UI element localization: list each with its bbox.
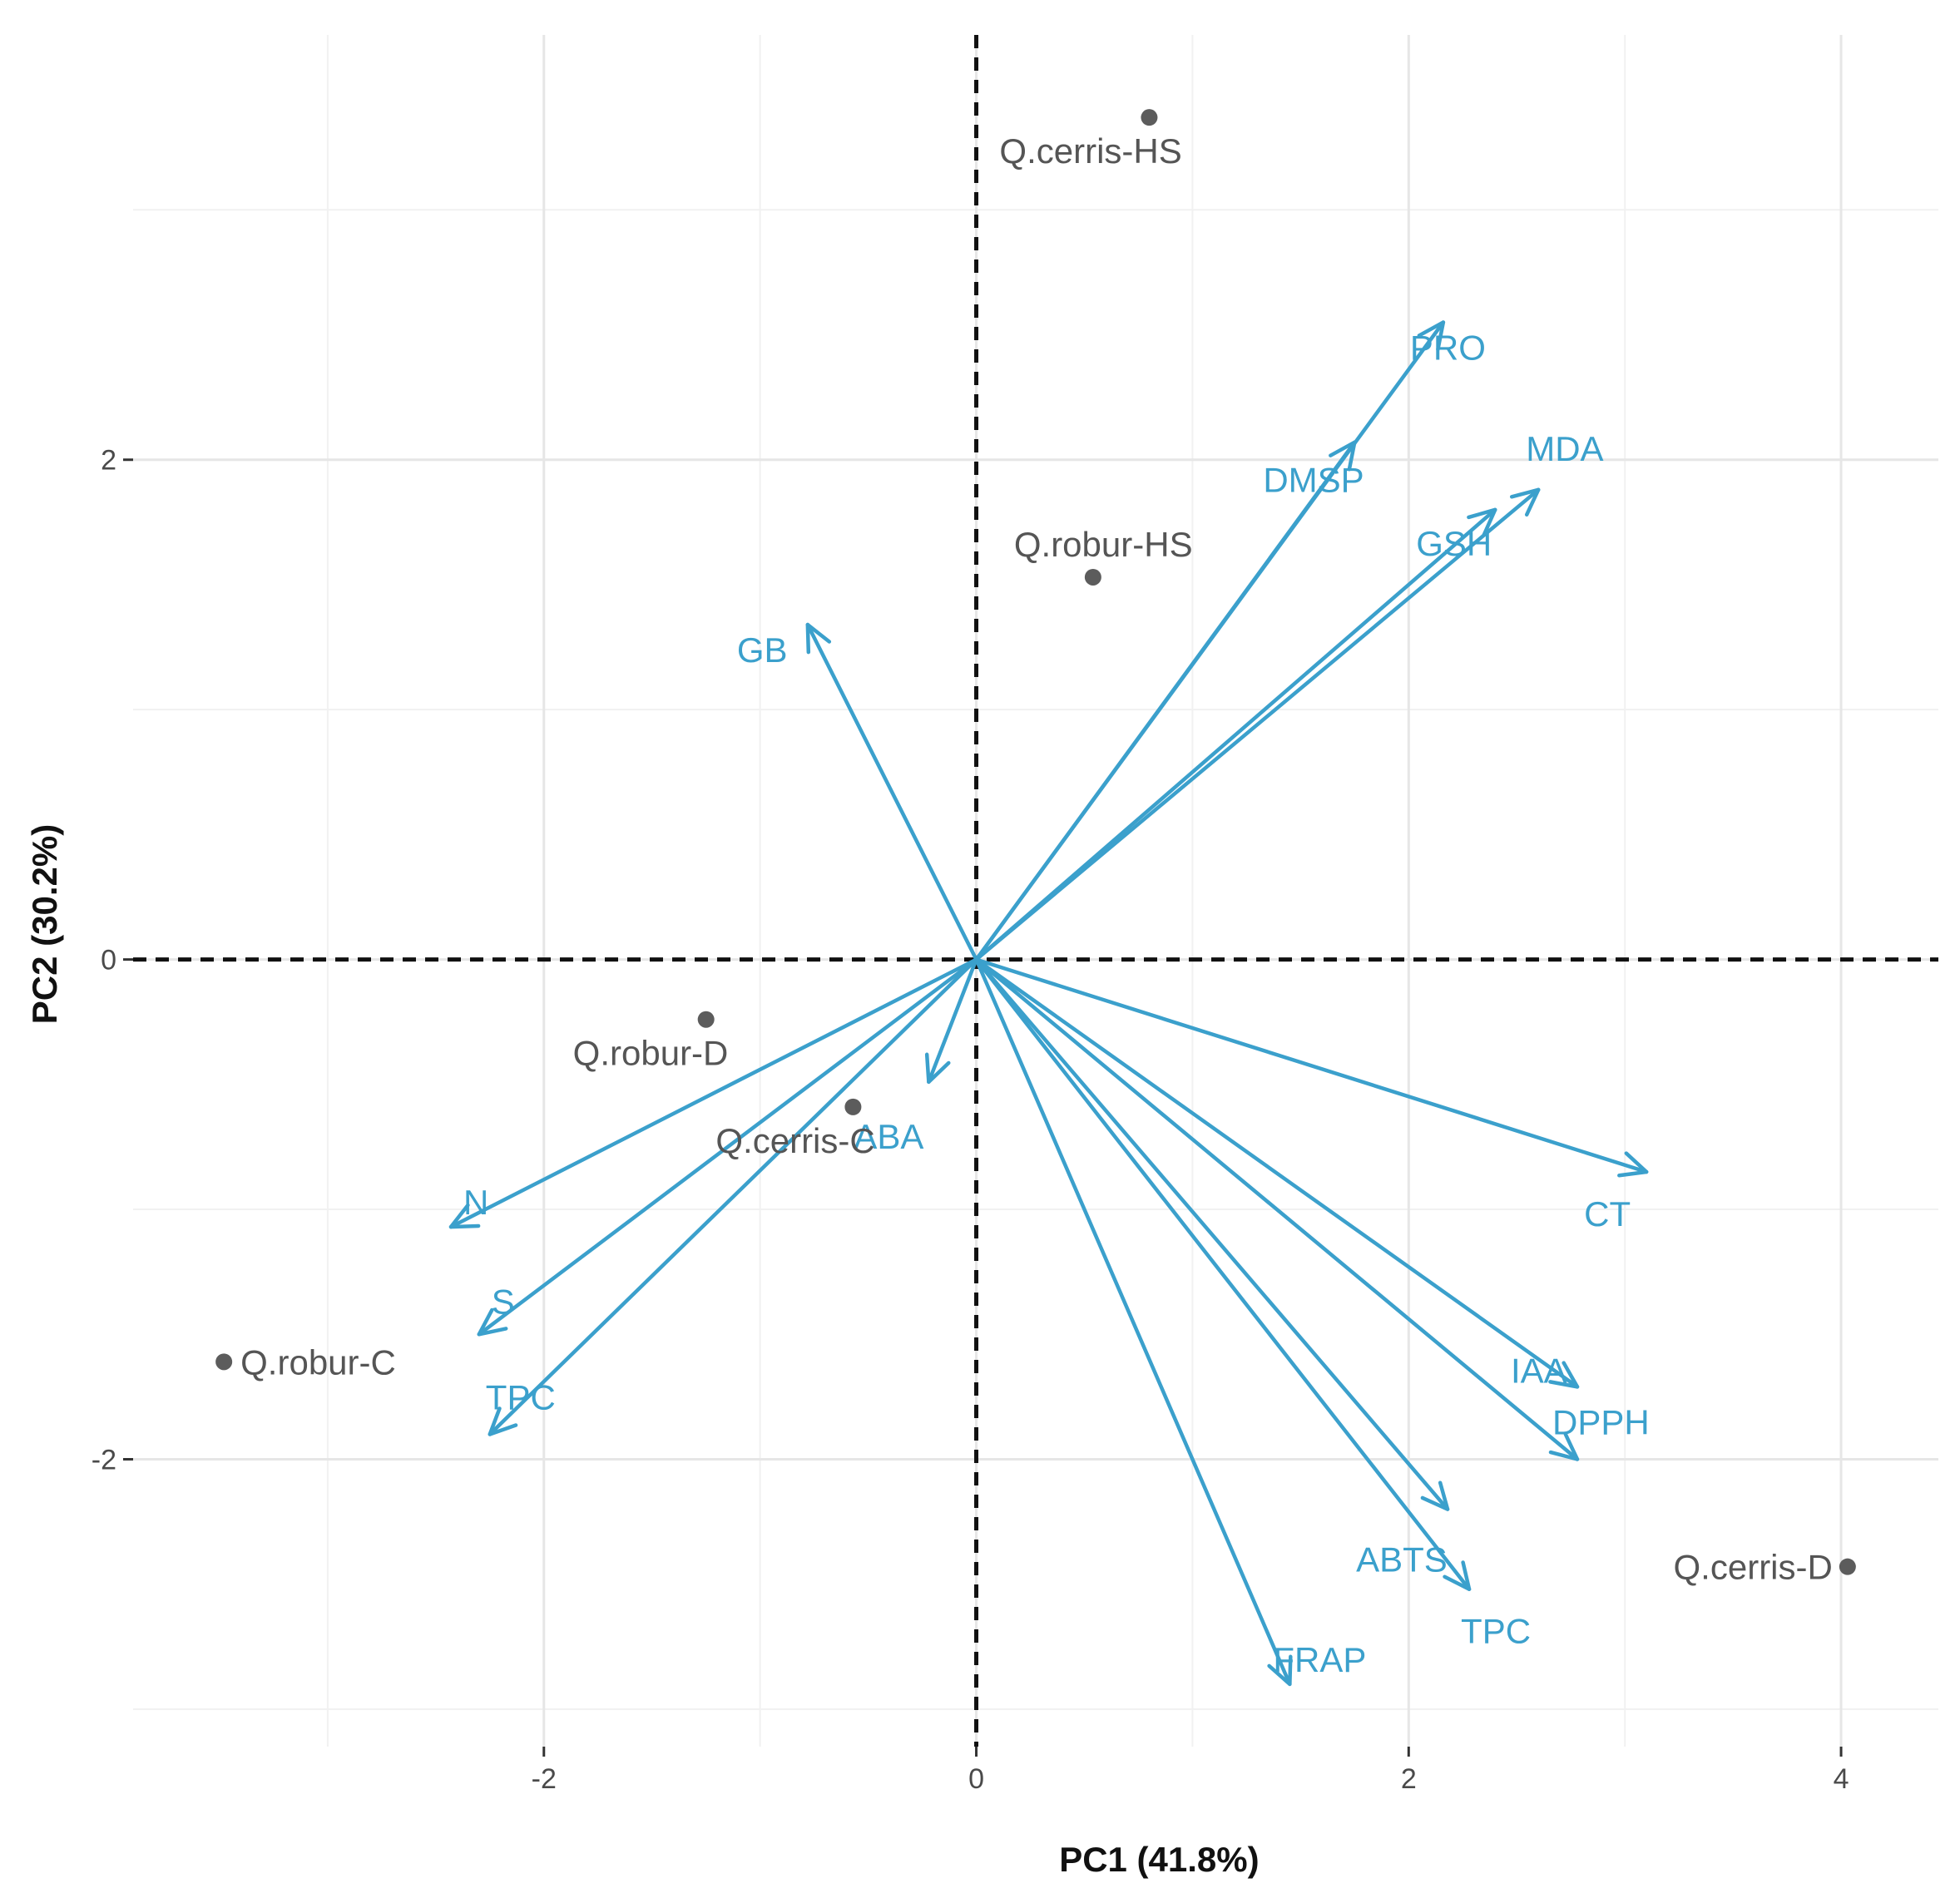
grid xyxy=(133,35,1938,1747)
sample-label-q-robur-d: Q.robur-D xyxy=(573,1034,729,1073)
loading-label-tpc: TPC xyxy=(486,1377,556,1416)
loading-arrow-gb xyxy=(805,622,978,961)
loading-arrow-iaa xyxy=(974,957,1580,1389)
sample-point-q-cerris-hs xyxy=(1141,109,1158,126)
x-tick-label: -2 xyxy=(532,1763,557,1795)
y-axis-title: PC2 (30.2%) xyxy=(25,824,64,1024)
loading-arrow-n xyxy=(448,957,978,1229)
sample-label-q-cerris-d: Q.cerris-D xyxy=(1674,1548,1833,1587)
loading-label-pro: PRO xyxy=(1410,329,1486,368)
sample-point-q-robur-c xyxy=(215,1353,233,1371)
loading-label-frap: FRAP xyxy=(1273,1640,1366,1679)
y-tick-label: 0 xyxy=(101,945,116,976)
sample-point-q-robur-hs xyxy=(1084,568,1101,586)
loading-arrow-gsh xyxy=(974,507,1497,961)
loading-label-dpph: DPPH xyxy=(1552,1402,1650,1441)
loading-label-tpc: TPC xyxy=(1461,1612,1531,1651)
loading-arrow-aba xyxy=(924,957,978,1085)
loading-arrow-ct xyxy=(974,957,1649,1178)
y-tick-label: 2 xyxy=(101,445,116,477)
loading-label-aba: ABA xyxy=(854,1117,923,1156)
x-tick-label: 0 xyxy=(968,1763,984,1795)
loading-arrow-dpph xyxy=(974,957,1580,1461)
x-tick-label: 2 xyxy=(1401,1763,1417,1795)
loading-arrow-dmsp xyxy=(974,440,1357,961)
loading-arrow-s xyxy=(477,957,978,1337)
loading-label-iaa: IAA xyxy=(1511,1351,1567,1390)
sample-point-q-cerris-d xyxy=(1839,1558,1856,1575)
axes: -2 0 2 4 -2 0 2 xyxy=(92,445,1849,1795)
loading-arrow-frap xyxy=(974,957,1293,1687)
loading-arrow-mda xyxy=(974,487,1541,961)
loading-arrow-tpc xyxy=(488,957,978,1436)
loading-label-dmsp: DMSP xyxy=(1263,461,1364,500)
loading-vectors: PRO DMSP MDA GSH GB ABA N S TPC CT IAA DPPH ABTS TPC F… xyxy=(448,320,1650,1687)
loading-label-n: N xyxy=(463,1183,488,1222)
loading-arrow-abts xyxy=(974,957,1450,1511)
loading-label-mda: MDA xyxy=(1526,429,1603,468)
sample-label-q-cerris-c: Q.cerris-C xyxy=(715,1121,874,1160)
y-tick-label: -2 xyxy=(92,1444,116,1475)
sample-label-q-cerris-hs: Q.cerris-HS xyxy=(999,131,1181,171)
sample-label-q-robur-c: Q.robur-C xyxy=(240,1342,396,1382)
x-tick-label: 4 xyxy=(1834,1763,1849,1795)
loading-label-gb: GB xyxy=(737,630,788,670)
sample-label-q-robur-hs: Q.robur-HS xyxy=(1014,525,1193,564)
loading-label-ct: CT xyxy=(1584,1194,1631,1233)
x-axis-title: PC1 (41.8%) xyxy=(1059,1840,1259,1879)
loading-arrow-tpc xyxy=(974,957,1472,1591)
loading-label-abts: ABTS xyxy=(1356,1540,1448,1579)
loading-label-gsh: GSH xyxy=(1416,524,1492,563)
sample-point-q-cerris-c xyxy=(844,1098,862,1115)
sample-points: Q.cerris-HS Q.robur-HS Q.robur-D Q.cerris-C… xyxy=(215,109,1856,1587)
sample-point-q-robur-d xyxy=(697,1011,715,1028)
reference-lines xyxy=(133,35,1938,1747)
loading-label-s: S xyxy=(492,1282,515,1321)
